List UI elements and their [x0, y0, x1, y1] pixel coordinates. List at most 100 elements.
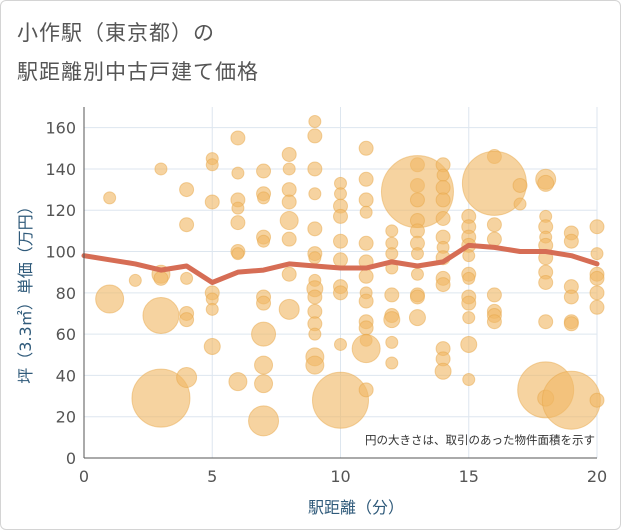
- bubble-layer: [95, 114, 605, 437]
- data-bubble: [462, 311, 476, 325]
- data-bubble: [359, 205, 373, 219]
- data-bubble: [460, 335, 478, 353]
- data-bubble: [563, 316, 579, 332]
- data-bubble: [278, 298, 300, 320]
- data-bubble: [307, 128, 323, 144]
- x-tick-label: 5: [207, 467, 217, 486]
- data-bubble: [408, 309, 426, 327]
- data-bubble: [205, 158, 219, 172]
- data-bubble: [461, 295, 477, 311]
- data-bubble: [153, 270, 169, 286]
- data-bubble: [383, 311, 401, 329]
- data-bubble: [307, 221, 323, 237]
- data-bubble: [590, 247, 604, 261]
- data-bubble: [537, 174, 555, 192]
- data-bubble: [589, 392, 605, 408]
- data-bubble: [486, 231, 502, 247]
- data-bubble: [333, 208, 348, 224]
- data-bubble: [204, 194, 220, 210]
- chart-title-line1: 小作駅（東京都）の: [17, 21, 215, 45]
- data-bubble: [308, 327, 322, 341]
- data-bubble: [231, 201, 245, 215]
- x-axis-label: 駅距離（分）: [308, 498, 404, 517]
- y-axis-label: 坪（3.3㎡）単価（万円）: [16, 198, 35, 383]
- data-bubble: [256, 295, 272, 311]
- y-tick-label: 0: [66, 449, 76, 468]
- data-bubble: [358, 268, 374, 284]
- data-bubble: [538, 314, 554, 330]
- data-bubble: [251, 321, 277, 347]
- data-bubble: [142, 297, 180, 335]
- data-bubble: [307, 161, 323, 177]
- data-bubble: [563, 289, 579, 305]
- data-bubble: [334, 187, 347, 201]
- data-bubble: [435, 277, 451, 293]
- data-bubble: [231, 166, 245, 180]
- y-tick-label: 120: [45, 201, 76, 220]
- data-bubble: [281, 266, 297, 282]
- trend-line: [81, 242, 600, 285]
- data-bubble: [308, 114, 322, 128]
- data-bubble: [385, 247, 399, 261]
- x-tick-label: 15: [459, 467, 479, 486]
- data-bubble: [462, 271, 476, 285]
- data-bubble: [409, 192, 425, 208]
- data-bubble: [254, 355, 274, 375]
- data-bubble: [334, 337, 347, 351]
- data-bubble: [358, 192, 374, 208]
- data-bubble: [281, 194, 297, 210]
- y-tick-label: 160: [45, 119, 76, 138]
- data-bubble: [257, 191, 271, 205]
- data-bubble: [281, 231, 297, 247]
- x-tick-label: 20: [587, 467, 607, 486]
- data-bubble: [351, 334, 381, 364]
- data-bubble: [589, 285, 605, 301]
- data-bubble: [179, 182, 195, 198]
- y-tick-label: 100: [45, 243, 76, 262]
- data-bubble: [257, 234, 271, 248]
- data-bubble: [384, 287, 400, 303]
- data-bubble: [205, 302, 219, 316]
- data-bubble: [128, 273, 142, 287]
- data-bubble: [333, 252, 348, 268]
- data-bubble: [486, 217, 502, 233]
- data-bubble: [281, 146, 297, 162]
- chart-title-line2: 駅距離別中古戸建て価格: [17, 60, 259, 84]
- x-tick-label: 10: [330, 467, 350, 486]
- data-bubble: [538, 275, 554, 290]
- y-tick-label: 40: [56, 366, 76, 385]
- data-bubble: [410, 267, 424, 281]
- data-bubble: [333, 285, 348, 301]
- data-bubble: [358, 235, 374, 251]
- data-bubble: [154, 162, 168, 176]
- data-bubble: [513, 197, 527, 211]
- data-bubble: [203, 338, 221, 356]
- data-bubble: [230, 215, 246, 231]
- data-bubble: [231, 247, 245, 261]
- bubble-size-note: 円の大きさは、取引のあった物件面積を示す: [365, 433, 595, 447]
- data-bubble: [279, 211, 299, 231]
- data-bubble: [410, 247, 424, 261]
- data-bubble: [589, 219, 605, 235]
- data-bubble: [308, 251, 322, 265]
- data-bubble: [131, 368, 191, 428]
- y-tick-label: 60: [56, 325, 76, 344]
- axes: 0 20 40 60 80 100 120 140 160 0 5 10 15 20: [45, 107, 607, 486]
- data-bubble: [436, 168, 450, 182]
- data-bubble: [435, 192, 451, 208]
- data-bubble: [563, 233, 579, 249]
- data-bubble: [179, 217, 195, 233]
- data-bubble: [248, 405, 280, 437]
- x-tick-label: 0: [79, 467, 89, 486]
- data-bubble: [308, 187, 322, 201]
- data-bubble: [256, 163, 272, 179]
- data-bubble: [589, 270, 605, 286]
- data-bubble: [358, 382, 374, 398]
- data-bubble: [385, 224, 399, 238]
- data-bubble: [435, 210, 451, 226]
- data-bubble: [486, 314, 502, 330]
- data-bubble: [512, 177, 528, 193]
- data-bubble: [385, 356, 399, 370]
